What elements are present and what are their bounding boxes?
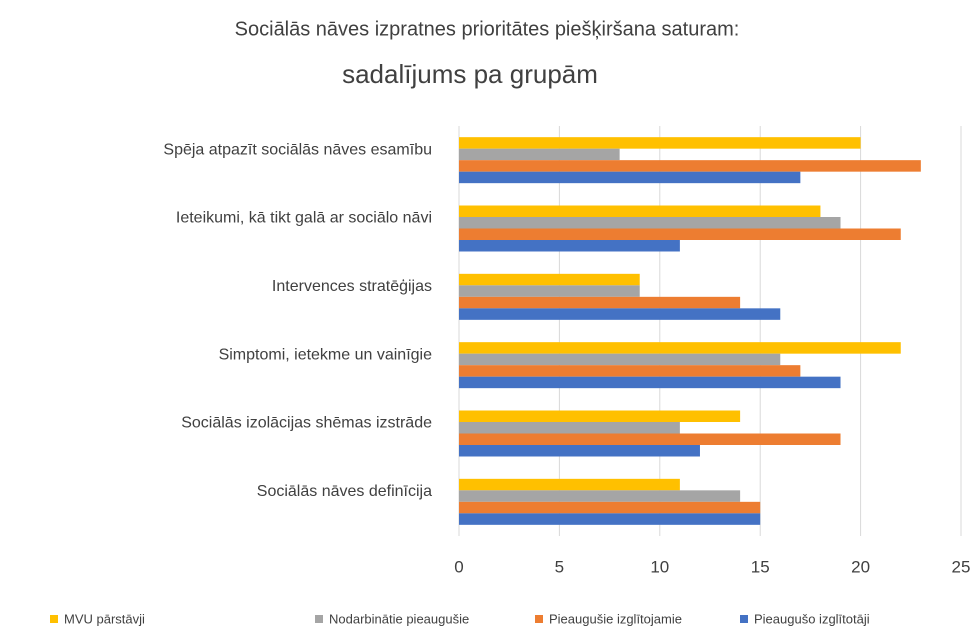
bar <box>459 285 640 297</box>
bar <box>459 490 741 502</box>
y-tick-label: Sociālās nāves definīcija <box>257 483 432 500</box>
bar <box>459 296 741 309</box>
x-tick-label: 0 <box>454 557 463 576</box>
bar <box>459 365 801 377</box>
bar <box>459 228 901 240</box>
bar <box>459 160 921 172</box>
bar <box>459 342 901 354</box>
bar <box>459 433 841 445</box>
bar <box>459 205 821 217</box>
legend-label: Pieaugušie izglītojamie <box>549 611 682 626</box>
x-tick-label: 25 <box>952 557 971 576</box>
legend-swatch <box>740 615 748 623</box>
legend-label: Nodarbinātie pieaugušie <box>329 611 469 626</box>
x-tick-label: 10 <box>650 557 669 576</box>
legend-swatch <box>535 615 543 623</box>
x-tick-label: 5 <box>555 557 564 576</box>
y-tick-label: Simptomi, ietekme un vainīgie <box>219 346 433 363</box>
legend-label: Pieaugušo izglītotāji <box>754 611 870 626</box>
y-tick-label: Sociālās izolācijas shēmas izstrāde <box>181 415 432 432</box>
bar <box>459 217 841 229</box>
chart-title: Sociālās nāves izpratnes prioritātes pie… <box>235 18 740 40</box>
legend-swatch <box>315 615 323 623</box>
bar <box>459 501 761 514</box>
bar <box>459 445 700 457</box>
bar <box>459 240 680 252</box>
bar <box>459 273 640 286</box>
x-tick-label: 15 <box>751 557 770 576</box>
legend-label: MVU pārstāvji <box>64 611 145 626</box>
bar <box>459 410 741 422</box>
x-tick-label: 20 <box>851 557 870 576</box>
legend-swatch <box>50 615 58 623</box>
bar <box>459 171 801 184</box>
bar <box>459 422 680 434</box>
bar <box>459 376 841 389</box>
y-tick-label: Ieteikumi, kā tikt galā ar sociālo nāvi <box>176 210 432 227</box>
bar <box>459 137 861 149</box>
bar <box>459 513 761 525</box>
bar <box>459 478 680 491</box>
y-tick-label: Intervences stratēģijas <box>272 277 432 295</box>
bar <box>459 148 620 161</box>
y-tick-label: Spēja atpazīt sociālās nāves esamību <box>163 141 432 158</box>
bar <box>459 308 781 320</box>
bar <box>459 353 781 366</box>
chart-subtitle: sadalījums pa grupām <box>342 59 598 89</box>
